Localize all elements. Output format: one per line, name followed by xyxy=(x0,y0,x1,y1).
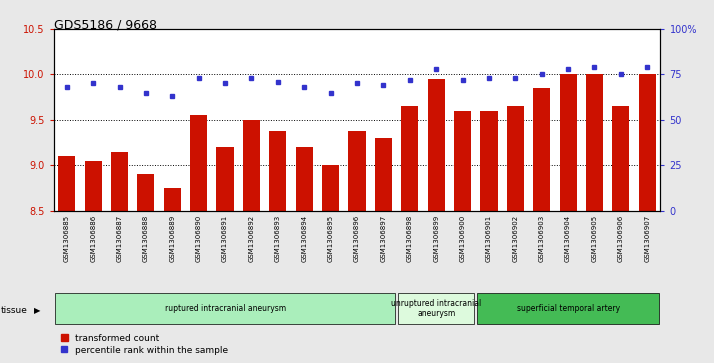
Text: GSM1306890: GSM1306890 xyxy=(196,215,201,262)
Bar xyxy=(216,147,233,211)
Bar xyxy=(322,165,339,211)
Text: GDS5186 / 9668: GDS5186 / 9668 xyxy=(54,18,156,31)
Text: superficial temporal artery: superficial temporal artery xyxy=(516,304,620,313)
Bar xyxy=(190,115,207,211)
Text: GSM1306903: GSM1306903 xyxy=(538,215,545,262)
Text: GSM1306885: GSM1306885 xyxy=(64,215,70,262)
Text: GSM1306900: GSM1306900 xyxy=(460,215,466,262)
Text: GSM1306906: GSM1306906 xyxy=(618,215,624,262)
Text: GSM1306888: GSM1306888 xyxy=(143,215,149,262)
Bar xyxy=(586,74,603,211)
Text: GSM1306892: GSM1306892 xyxy=(248,215,254,262)
Text: GSM1306898: GSM1306898 xyxy=(407,215,413,262)
Bar xyxy=(639,74,656,211)
Bar xyxy=(481,111,498,211)
FancyBboxPatch shape xyxy=(55,293,396,324)
Bar xyxy=(269,131,286,211)
Bar xyxy=(84,160,101,211)
Bar xyxy=(348,131,366,211)
Text: unruptured intracranial
aneurysm: unruptured intracranial aneurysm xyxy=(391,299,481,318)
Text: GSM1306887: GSM1306887 xyxy=(116,215,123,262)
Legend: transformed count, percentile rank within the sample: transformed count, percentile rank withi… xyxy=(58,331,231,357)
Bar xyxy=(137,174,154,211)
Bar xyxy=(454,111,471,211)
Bar xyxy=(401,106,418,211)
Text: GSM1306893: GSM1306893 xyxy=(275,215,281,262)
Text: GSM1306907: GSM1306907 xyxy=(644,215,650,262)
Text: GSM1306894: GSM1306894 xyxy=(301,215,307,262)
Bar xyxy=(428,79,445,211)
Text: ▶: ▶ xyxy=(34,306,41,315)
Bar xyxy=(164,188,181,211)
Text: tissue: tissue xyxy=(1,306,28,315)
Bar xyxy=(375,138,392,211)
Text: GSM1306886: GSM1306886 xyxy=(90,215,96,262)
Text: GSM1306902: GSM1306902 xyxy=(513,215,518,262)
Text: GSM1306897: GSM1306897 xyxy=(381,215,386,262)
Text: GSM1306896: GSM1306896 xyxy=(354,215,360,262)
Bar xyxy=(613,106,630,211)
Text: GSM1306901: GSM1306901 xyxy=(486,215,492,262)
Text: GSM1306891: GSM1306891 xyxy=(222,215,228,262)
Bar xyxy=(560,74,577,211)
Bar xyxy=(111,151,128,211)
Bar xyxy=(58,156,75,211)
Text: GSM1306899: GSM1306899 xyxy=(433,215,439,262)
Text: GSM1306895: GSM1306895 xyxy=(328,215,333,262)
Bar xyxy=(296,147,313,211)
Text: GSM1306889: GSM1306889 xyxy=(169,215,176,262)
Text: GSM1306905: GSM1306905 xyxy=(591,215,598,262)
Text: GSM1306904: GSM1306904 xyxy=(565,215,571,262)
Bar xyxy=(243,120,260,211)
FancyBboxPatch shape xyxy=(398,293,474,324)
Bar xyxy=(507,106,524,211)
Text: ruptured intracranial aneurysm: ruptured intracranial aneurysm xyxy=(164,304,286,313)
Bar xyxy=(533,88,550,211)
FancyBboxPatch shape xyxy=(477,293,659,324)
